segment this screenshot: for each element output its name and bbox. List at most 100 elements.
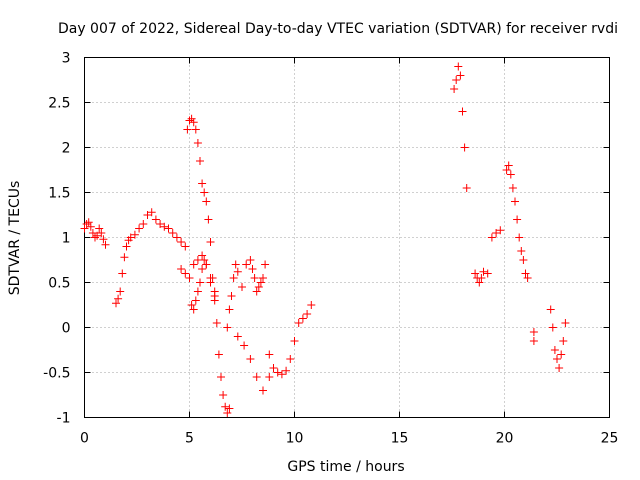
data-point [212, 319, 221, 327]
data-point [557, 350, 566, 359]
data-point [189, 260, 198, 269]
data-point [164, 224, 173, 233]
data-point [521, 269, 530, 278]
data-point [496, 226, 505, 235]
data-point [86, 222, 95, 231]
plot-frame [84, 57, 610, 418]
data-point [221, 402, 230, 411]
data-point [206, 238, 215, 246]
data-point [93, 231, 102, 240]
data-point [206, 274, 215, 282]
data-point [84, 218, 93, 227]
data-point [202, 197, 211, 206]
y-tick-label: 2.5 [48, 96, 70, 112]
data-point [265, 350, 274, 359]
data-point [252, 373, 261, 381]
data-point [88, 229, 97, 237]
data-point [151, 215, 160, 224]
data-point [223, 323, 232, 332]
data-point [256, 278, 265, 287]
data-point [252, 287, 261, 296]
data-point [196, 157, 204, 165]
data-point [185, 274, 194, 282]
data-point [259, 274, 267, 282]
data-point [307, 301, 316, 309]
data-point [193, 287, 202, 296]
data-point [475, 278, 484, 287]
data-point [273, 368, 282, 377]
data-point [214, 350, 223, 359]
data-points [80, 62, 570, 417]
y-tick-label: -0.5 [43, 366, 70, 382]
data-point [198, 179, 207, 188]
data-point [290, 337, 299, 345]
data-point [204, 215, 213, 224]
data-point [187, 301, 196, 309]
data-point [546, 305, 555, 314]
data-point [126, 233, 135, 242]
y-tick-label: 3 [62, 51, 71, 67]
data-point [487, 233, 496, 242]
data-point [229, 274, 238, 282]
y-tick-label: 1 [62, 231, 71, 247]
data-point [114, 294, 123, 303]
data-point [198, 265, 207, 273]
data-point [517, 247, 526, 255]
x-axis-label: GPS time / hours [287, 459, 404, 475]
data-point [122, 242, 131, 251]
data-point [101, 240, 110, 249]
data-point [286, 355, 295, 363]
data-point [238, 283, 246, 291]
y-tick-label: -1 [57, 411, 71, 427]
data-point [156, 220, 165, 228]
data-point [139, 220, 148, 228]
data-point [135, 224, 144, 233]
data-point [189, 305, 198, 314]
data-point [202, 260, 211, 269]
data-point [147, 208, 156, 217]
data-point [269, 364, 278, 372]
data-point [492, 229, 501, 237]
data-point [143, 211, 152, 219]
data-point [223, 409, 232, 417]
data-point [471, 269, 480, 278]
data-point [200, 188, 209, 197]
data-point [477, 274, 486, 282]
data-point [248, 265, 257, 273]
data-point [458, 107, 467, 116]
data-point [282, 366, 291, 375]
data-point [200, 256, 209, 264]
data-point [508, 184, 517, 192]
data-point [511, 197, 519, 206]
data-point [523, 274, 532, 282]
data-point [177, 265, 186, 273]
data-point [82, 220, 91, 228]
data-point [225, 305, 234, 314]
data-point [504, 161, 513, 170]
chart-title: Day 007 of 2022, Sidereal Day-to-day VTE… [58, 21, 618, 37]
data-point [231, 260, 240, 269]
data-point [529, 328, 538, 336]
data-point [112, 299, 120, 308]
data-point [185, 116, 194, 125]
data-point [189, 118, 198, 127]
data-point [191, 296, 200, 305]
data-point [120, 253, 129, 262]
data-point [168, 229, 177, 237]
data-point [553, 355, 561, 363]
data-point [219, 391, 228, 399]
data-point [177, 238, 186, 246]
data-point [97, 229, 106, 237]
grid-layer [84, 57, 610, 418]
data-point [483, 269, 492, 278]
tick-layer: 0 5 10 15 20 25 -1 -0.5 0 0.5 1 1.5 2 2.5 3 [43, 51, 618, 447]
data-point [548, 323, 557, 332]
data-point [217, 373, 225, 381]
x-tick-label: 10 [286, 431, 304, 447]
data-point [519, 256, 528, 264]
data-point [277, 370, 286, 379]
data-point [198, 251, 207, 260]
data-point [561, 319, 570, 327]
data-point [479, 267, 488, 276]
